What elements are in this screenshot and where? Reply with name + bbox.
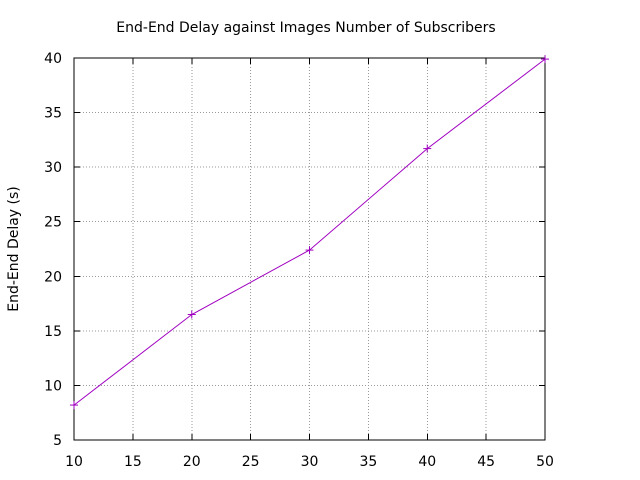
y-tick-label: 10 (44, 378, 62, 394)
y-tick-label: 5 (53, 433, 62, 449)
x-tick-label: 45 (477, 454, 495, 470)
x-tick-label: 10 (65, 454, 83, 470)
y-tick-label: 20 (44, 269, 62, 285)
x-tick-label: 25 (242, 454, 260, 470)
y-axis-tick-labels: 5 10 15 20 25 30 35 40 (44, 51, 62, 449)
y-tick-label: 25 (44, 215, 62, 231)
data-point-marker (305, 246, 314, 255)
x-tick-label: 30 (301, 454, 319, 470)
data-point-marker (187, 310, 196, 319)
chart-title: End-End Delay against Images Number of S… (116, 20, 495, 36)
data-point-marker (70, 401, 78, 410)
x-tick-label: 20 (183, 454, 201, 470)
y-tick-label: 15 (44, 324, 62, 340)
y-tick-label: 40 (44, 51, 62, 67)
axis-ticks (73, 57, 546, 441)
y-axis-label: End-End Delay (s) (6, 186, 22, 312)
data-point-marker (423, 144, 432, 153)
x-axis-tick-labels: 10 15 20 25 30 35 40 45 50 (65, 454, 554, 470)
series-layer (70, 55, 549, 410)
y-tick-label: 35 (44, 106, 62, 122)
data-point-marker (541, 55, 549, 64)
x-tick-label: 40 (418, 454, 436, 470)
x-tick-label: 50 (536, 454, 554, 470)
x-tick-label: 15 (124, 454, 142, 470)
x-tick-label: 35 (359, 454, 377, 470)
grid-lines (74, 58, 545, 440)
y-tick-label: 30 (44, 160, 62, 176)
